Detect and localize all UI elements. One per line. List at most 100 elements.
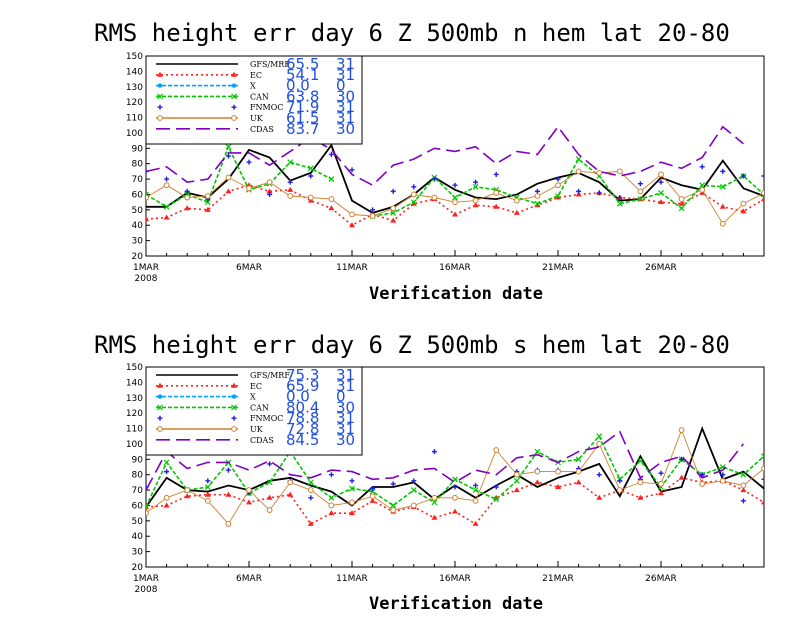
legend-label: X [250,82,256,91]
data-point [231,415,237,421]
data-point [637,457,644,464]
data-point [287,186,294,192]
y-tick-label: 80 [132,160,144,170]
data-point [699,186,706,193]
legend-count: 31 [336,66,355,84]
data-point [349,485,355,492]
legend-label: FNMOC [250,414,283,423]
data-point [225,467,231,473]
legend-count: 31 [336,409,355,427]
data-point [473,482,479,488]
legend-mean: 65.9 [286,377,319,395]
data-point [637,181,643,187]
data-point [266,179,273,186]
data-point [390,205,397,212]
y-tick-label: 110 [126,425,143,435]
legend-mean: 0.0 [286,388,310,406]
x-tick-label: 21MAR [542,574,574,584]
x-tick-label: 16MAR [439,574,471,584]
y-tick-label: 130 [126,83,143,93]
data-point [308,173,314,179]
data-point [575,479,582,485]
data-point [204,491,211,497]
data-point [575,468,582,475]
data-point [231,394,237,399]
data-point [575,168,582,175]
data-point [513,471,520,478]
data-point [431,494,438,501]
data-point [493,447,500,453]
data-point [472,202,479,208]
data-point [370,207,376,213]
y-tick-label: 130 [126,394,143,404]
series-can [146,143,764,219]
data-point [699,481,706,487]
data-point [411,184,417,190]
data-point [679,456,685,462]
data-point [658,189,664,196]
legend-mean: 54.1 [286,66,319,84]
data-point [452,199,458,206]
data-point [513,197,520,204]
legend-mean: 61.5 [286,109,319,127]
data-point [658,481,664,487]
data-point [307,520,314,526]
legend-label: GFS/MRF [250,60,290,69]
y-tick-label: 100 [126,129,143,139]
data-point [555,484,561,489]
x-year-label: 2008 [135,585,158,595]
data-point [231,93,237,100]
data-point [720,472,726,478]
data-point [617,195,623,201]
data-point [658,199,664,205]
data-point [390,209,397,216]
legend-label: CDAS [250,436,274,445]
x-tick-label: 11MAR [336,263,368,273]
legend-mean: 71.9 [286,98,319,116]
data-point [369,213,376,219]
data-point [513,477,520,484]
data-point [266,479,273,486]
y-tick-label: 40 [132,221,144,231]
x-tick-label: 16MAR [439,263,471,273]
data-point [472,183,479,190]
data-point [146,504,149,510]
data-point [431,514,438,520]
data-point [184,188,190,194]
data-point [225,188,232,194]
data-point [699,164,705,170]
legend-label: UK [250,114,264,123]
data-point [678,196,685,202]
data-point [740,487,747,493]
data-point [246,159,252,165]
series-group [146,125,764,228]
data-point [740,482,747,489]
data-point [369,488,376,495]
data-point [555,182,561,189]
data-point [225,491,232,497]
data-point [287,159,294,166]
data-point [225,143,232,150]
legend-count: 0 [336,388,346,406]
data-point [575,191,582,197]
data-point [266,507,273,513]
data-point [493,190,500,196]
data-point [328,205,335,211]
series-group [146,425,764,527]
x-year-label: 2008 [135,274,158,284]
y-tick-label: 140 [126,67,143,77]
legend-count: 31 [336,55,355,73]
series-line [146,125,744,187]
data-point [472,487,479,494]
data-point [555,468,561,475]
series-gfs-mrf [146,143,764,214]
y-tick-label: 110 [126,114,143,124]
data-point [204,199,211,206]
y-tick-label: 60 [132,190,144,200]
chart-panel-n-hem: RMS height err day 6 Z 500mb n hem lat 2… [94,19,765,304]
data-point [452,494,458,501]
data-point [493,171,499,177]
data-point [555,176,561,182]
x-axis-label: Verification date [369,284,543,304]
legend-count: 30 [336,431,355,449]
